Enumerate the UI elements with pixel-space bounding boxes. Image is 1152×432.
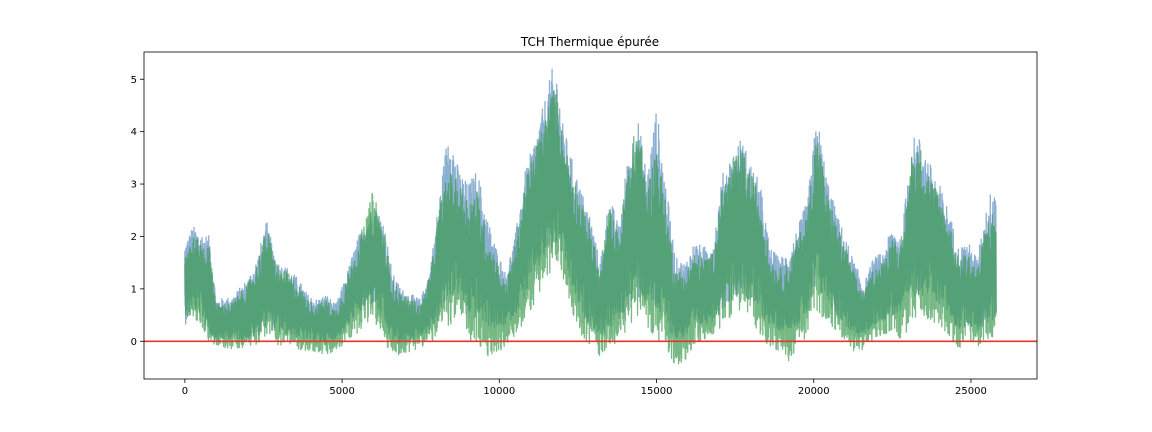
x-tick-label: 20000 — [798, 386, 830, 397]
y-tick-label: 0 — [131, 337, 137, 348]
y-tick-label: 3 — [131, 180, 137, 191]
y-tick-label: 1 — [131, 284, 137, 295]
series-line-2 — [184, 90, 997, 365]
y-axis: 0 1 2 3 4 5 — [131, 75, 144, 348]
x-axis: 0 5000 10000 15000 20000 25000 — [182, 379, 987, 397]
y-tick-label: 4 — [131, 127, 137, 138]
chart-title: TCH Thermique épurée — [520, 35, 659, 49]
x-tick-label: 10000 — [483, 386, 515, 397]
series-layer — [184, 68, 997, 365]
y-tick-label: 2 — [131, 232, 137, 243]
plot-frame — [143, 51, 1038, 380]
x-tick-label: 5000 — [329, 386, 354, 397]
x-tick-label: 0 — [182, 386, 188, 397]
x-tick-label: 15000 — [641, 386, 673, 397]
y-tick-label: 5 — [131, 75, 137, 86]
x-tick-label: 25000 — [955, 386, 987, 397]
